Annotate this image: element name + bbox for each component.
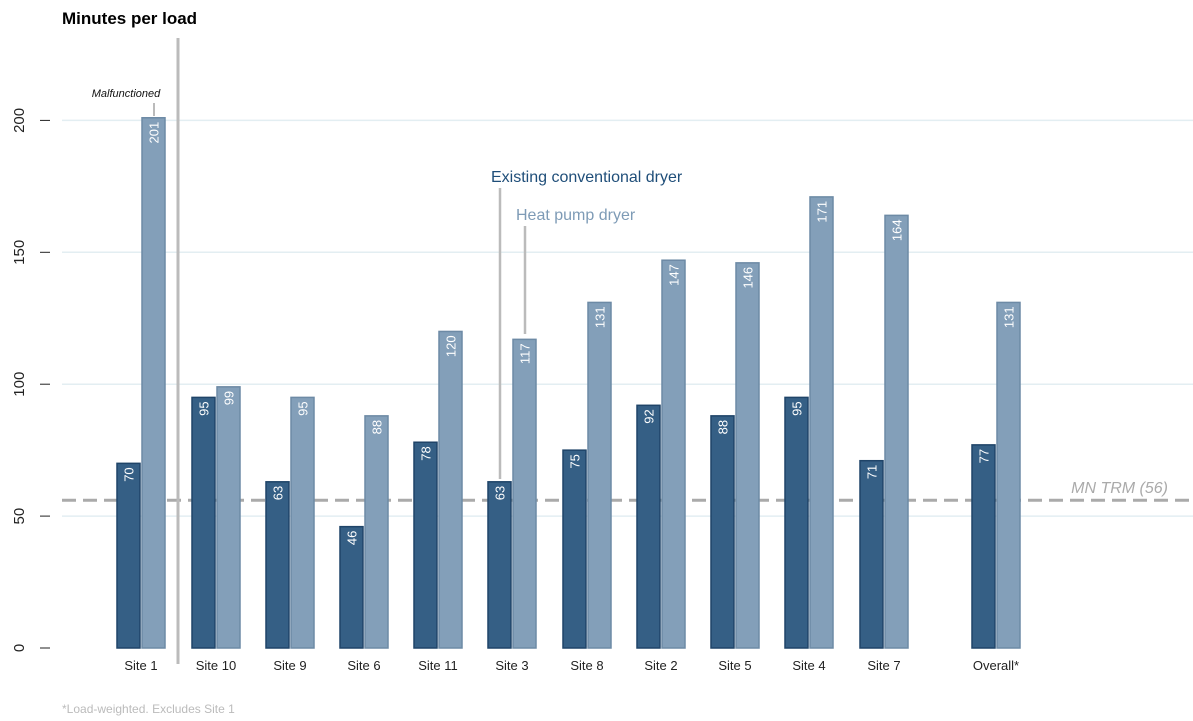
bar-heat-pump bbox=[364, 415, 389, 649]
bar-value-label: 71 bbox=[865, 465, 880, 479]
footnote: *Load-weighted. Excludes Site 1 bbox=[62, 702, 235, 716]
bar-conventional bbox=[784, 396, 809, 649]
bar-value-label: 171 bbox=[815, 201, 830, 223]
bar-value-label: 95 bbox=[790, 401, 805, 415]
x-tick-label: Site 6 bbox=[347, 658, 380, 673]
bar-heat-pump bbox=[141, 117, 166, 649]
bar-value-label: 120 bbox=[444, 335, 459, 357]
reference-line-label: MN TRM (56) bbox=[1071, 480, 1168, 497]
bar-heat-pump bbox=[884, 214, 909, 649]
bar-heat-pump bbox=[809, 196, 834, 649]
chart-title: Minutes per load bbox=[62, 9, 197, 28]
x-tick-label: Site 10 bbox=[196, 658, 236, 673]
bar-value-label: 78 bbox=[419, 446, 434, 460]
y-tick-label: 200 bbox=[11, 108, 28, 133]
bar-conventional bbox=[413, 441, 438, 649]
y-tick-label: 100 bbox=[11, 372, 28, 397]
bar-value-label: 88 bbox=[716, 420, 731, 434]
malfunction-annotation: Malfunctioned bbox=[92, 88, 161, 100]
x-tick-label: Site 9 bbox=[273, 658, 306, 673]
bar-conventional bbox=[562, 449, 587, 649]
reference-line-group bbox=[62, 38, 1193, 664]
bar-value-label: 117 bbox=[518, 343, 533, 364]
x-tick-label: Site 5 bbox=[718, 658, 751, 673]
x-tick-label: Site 7 bbox=[867, 658, 900, 673]
y-tick-label: 150 bbox=[11, 240, 28, 265]
y-tick-label: 0 bbox=[11, 644, 28, 652]
bar-heat-pump bbox=[735, 262, 760, 649]
bar-value-label: 63 bbox=[271, 486, 286, 500]
y-tick-label: 50 bbox=[11, 508, 28, 525]
bar-conventional bbox=[487, 481, 512, 649]
bar-conventional bbox=[859, 459, 884, 649]
legend-conventional: Existing conventional dryer bbox=[491, 169, 683, 186]
x-tick-label: Site 3 bbox=[495, 658, 528, 673]
x-tick-label: Site 8 bbox=[570, 658, 603, 673]
legend-heat-pump: Heat pump dryer bbox=[516, 207, 636, 224]
bar-conventional bbox=[710, 415, 735, 649]
bar-heat-pump bbox=[512, 338, 537, 649]
x-tick-label: Site 2 bbox=[644, 658, 677, 673]
bar-value-label: 99 bbox=[222, 391, 237, 405]
bar-conventional bbox=[116, 462, 141, 649]
bar-value-label: 70 bbox=[122, 467, 137, 481]
bar-value-label: 46 bbox=[345, 531, 360, 545]
bar-conventional bbox=[265, 481, 290, 649]
bar-value-label: 77 bbox=[977, 449, 992, 463]
bar-heat-pump bbox=[587, 301, 612, 649]
x-tick-label: Overall* bbox=[973, 658, 1019, 673]
x-tick-label: Site 1 bbox=[124, 658, 157, 673]
bars bbox=[116, 117, 1021, 649]
bar-value-label: 164 bbox=[890, 219, 905, 241]
x-axis: Site 1 Site 10 Site 9 Site 6 Site 11 Site 3 Si… bbox=[124, 658, 1019, 673]
bar-heat-pump bbox=[438, 330, 463, 649]
bar-heat-pump bbox=[216, 386, 241, 649]
bar-conventional bbox=[191, 396, 216, 649]
bar-conventional bbox=[636, 404, 661, 649]
x-tick-label: Site 11 bbox=[418, 658, 458, 673]
bar-value-label: 88 bbox=[370, 420, 385, 434]
y-axis: 0 50 100 150 200 bbox=[11, 108, 50, 652]
bar-value-label: 92 bbox=[642, 409, 657, 423]
bar-value-label: 63 bbox=[493, 486, 508, 500]
annotations bbox=[153, 103, 527, 479]
bar-value-label: 95 bbox=[197, 401, 212, 415]
bar-value-label: 131 bbox=[593, 306, 608, 328]
bar-value-label: 147 bbox=[667, 264, 682, 286]
bar-conventional bbox=[971, 444, 996, 649]
bar-value-label: 75 bbox=[568, 454, 583, 468]
bar-heat-pump bbox=[290, 396, 315, 649]
bar-heat-pump bbox=[661, 259, 686, 649]
bar-value-label: 95 bbox=[296, 401, 311, 415]
bar-value-label: 201 bbox=[147, 122, 162, 144]
bar-value-label: 146 bbox=[741, 267, 756, 289]
bar-heat-pump bbox=[996, 301, 1021, 649]
x-tick-label: Site 4 bbox=[792, 658, 825, 673]
bar-labels: 70 201 95 99 63 95 46 88 78 120 63 117 75 131 92 147 88 1… bbox=[122, 122, 1017, 545]
bar-conventional bbox=[339, 525, 364, 649]
bar-value-label: 131 bbox=[1002, 306, 1017, 328]
